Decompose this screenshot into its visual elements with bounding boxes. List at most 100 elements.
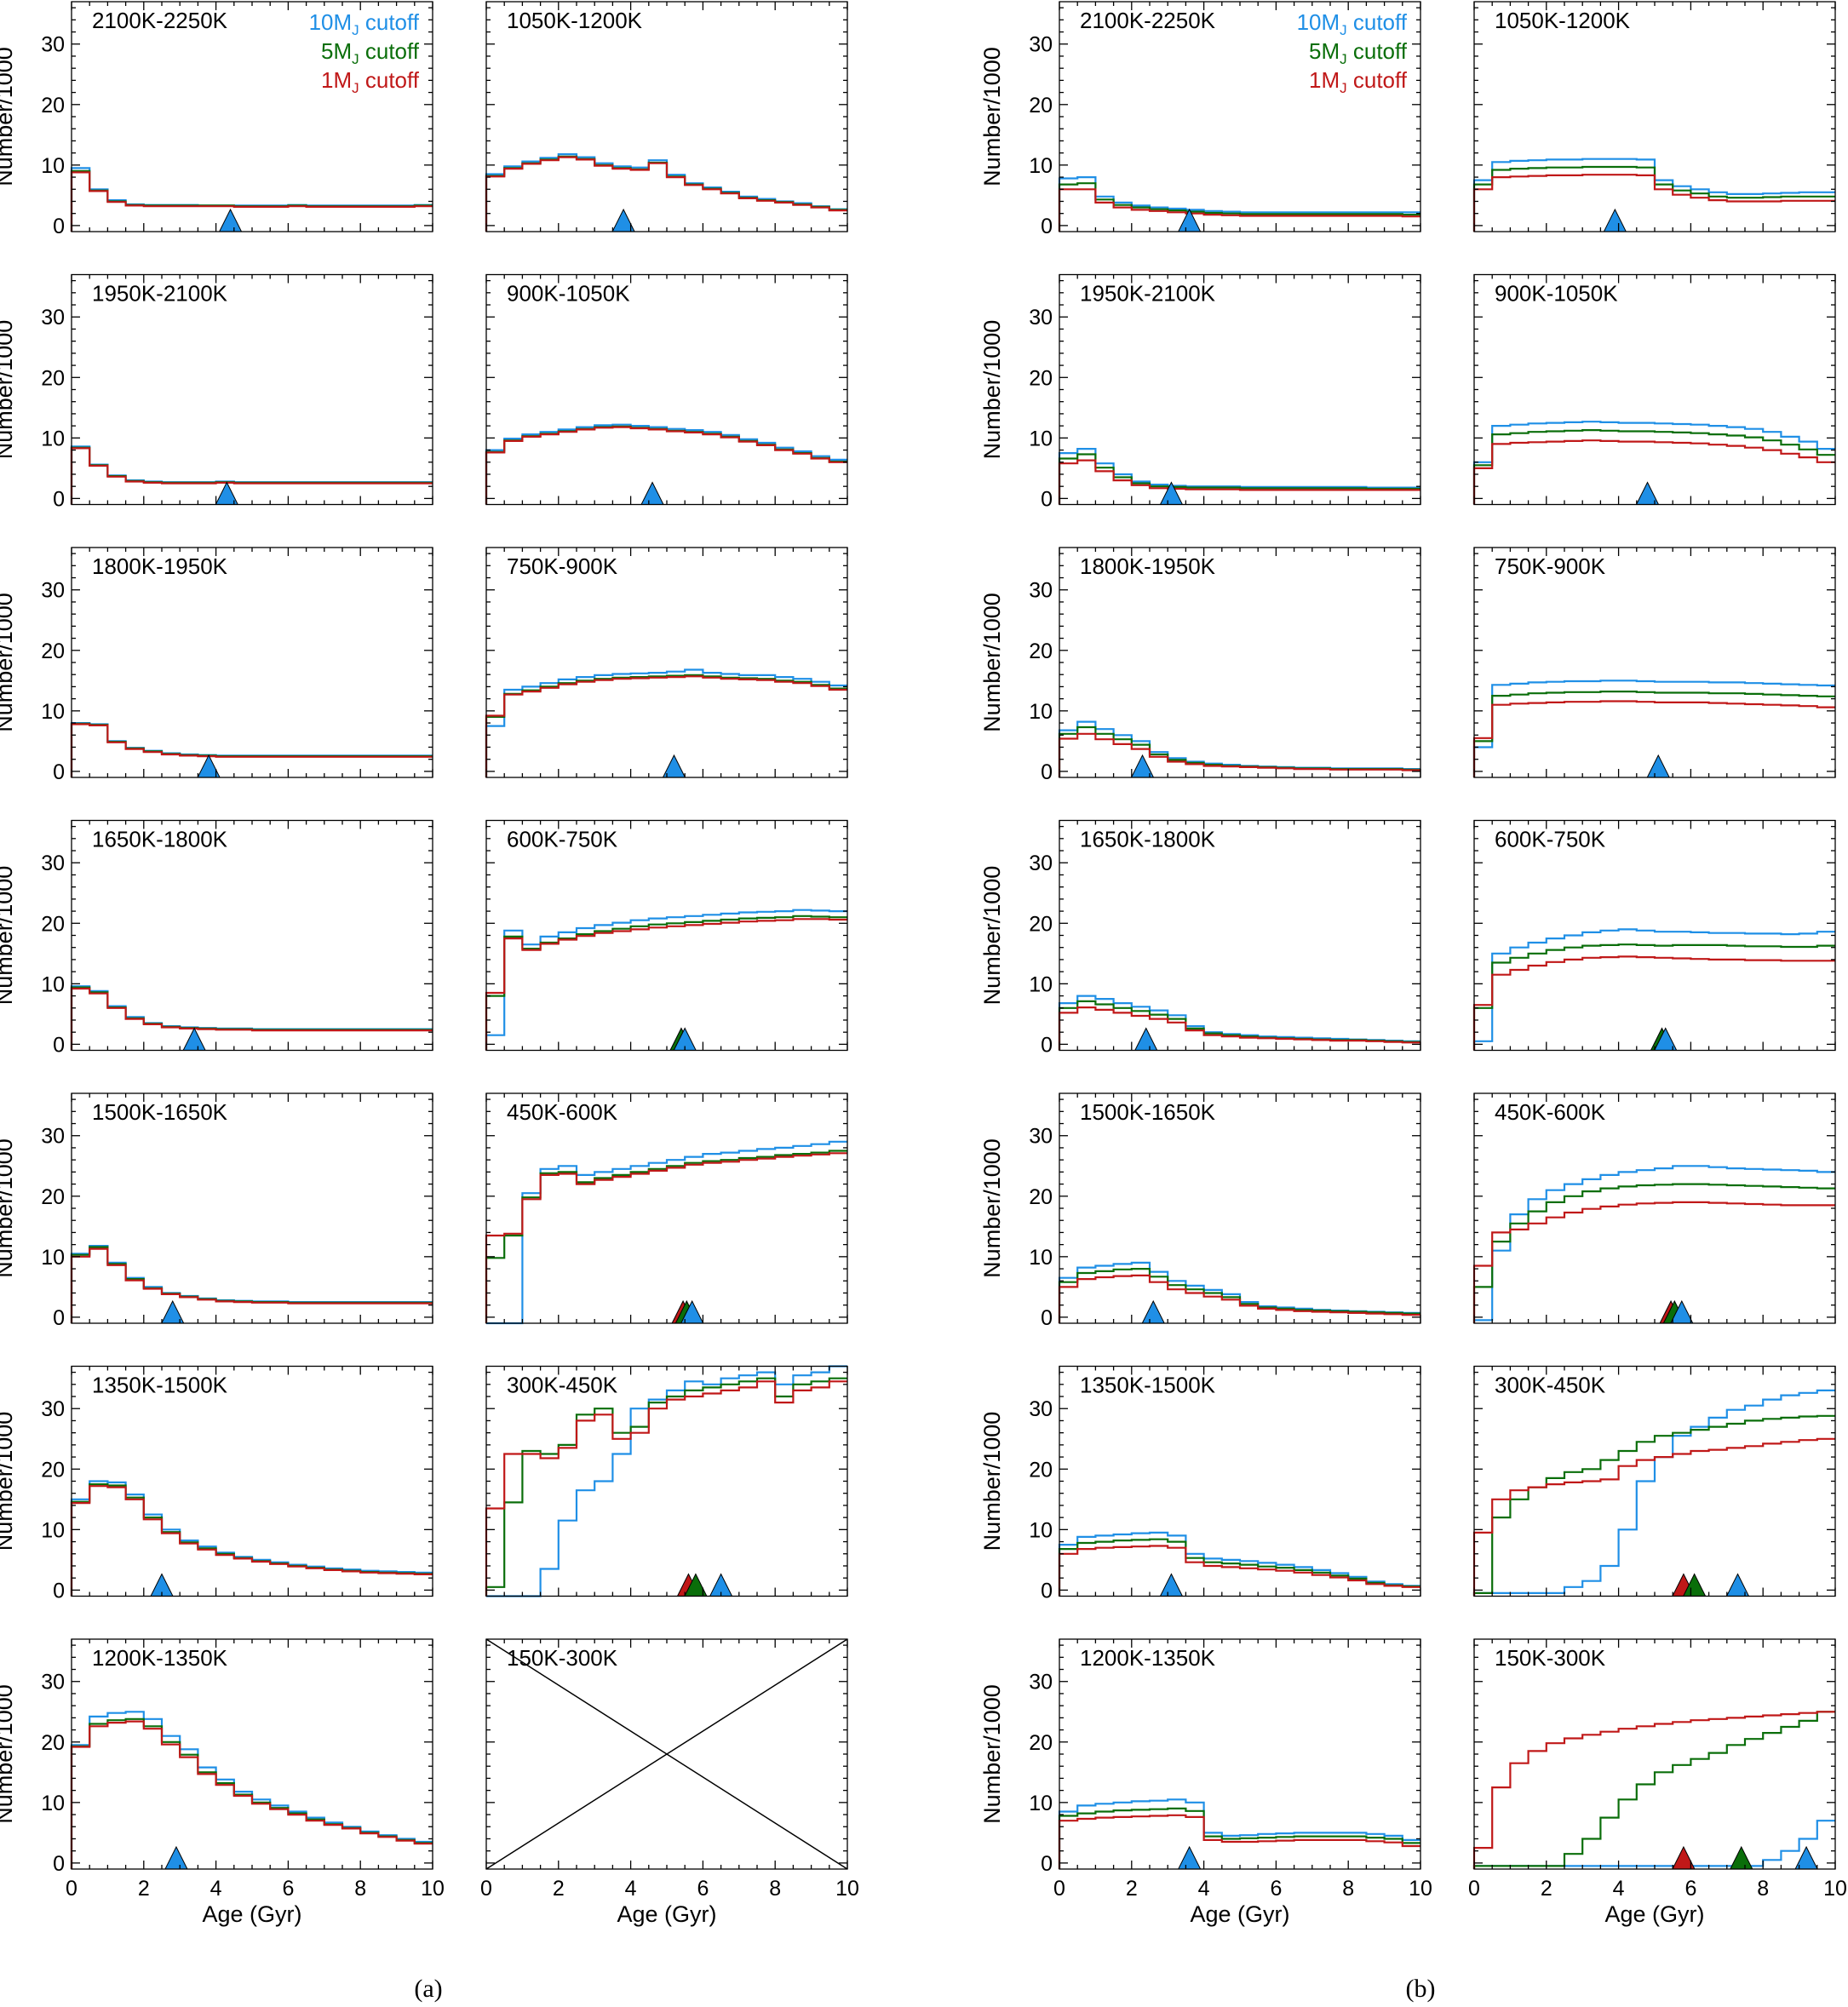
panel-a-5-1: 300K-450K xyxy=(485,1365,848,1597)
y-tick-label: 10 xyxy=(1029,1246,1053,1270)
age-marker xyxy=(218,208,243,232)
series-line-c1 xyxy=(1058,1814,1420,1869)
y-tick-label: 20 xyxy=(41,1731,65,1755)
series-line-c5 xyxy=(1058,1538,1420,1597)
x-tick-label: 10 xyxy=(835,1877,859,1901)
y-tick-label: 20 xyxy=(1029,1185,1053,1209)
series-line-c10 xyxy=(1472,680,1835,777)
series-line-c10 xyxy=(1058,1798,1420,1869)
panel-frame xyxy=(1059,819,1421,1052)
x-tick-label: 0 xyxy=(1468,1877,1480,1901)
panel-b-0-1: 1050K-1200K xyxy=(1472,1,1836,232)
x-axis-label: Age (Gyr) xyxy=(617,1901,716,1927)
series-line-c1 xyxy=(70,447,433,505)
y-tick-label: 0 xyxy=(53,1033,65,1057)
x-tick-label: 8 xyxy=(354,1877,366,1901)
legend-suffix: cutoff xyxy=(359,38,420,64)
y-tick-label: 20 xyxy=(1029,639,1053,663)
panel-frame xyxy=(1473,547,1836,778)
cross-line xyxy=(485,1638,848,1870)
x-tick-label: 4 xyxy=(210,1877,222,1901)
series-line-c1 xyxy=(1058,1274,1420,1323)
panel-title: 600K-750K xyxy=(1495,827,1606,852)
y-axis-label: Number/1000 xyxy=(0,593,17,732)
panel-title: 1800K-1950K xyxy=(1080,553,1216,579)
y-axis-label: Number/1000 xyxy=(979,47,1005,186)
panel-a-0-1: 1050K-1200K xyxy=(485,1,848,232)
legend-suffix: cutoff xyxy=(359,9,420,35)
panel-b-3-1: 600K-750K xyxy=(1472,819,1836,1052)
y-tick-label: 0 xyxy=(1041,1306,1053,1330)
series-line-c1 xyxy=(70,171,433,232)
legend-text: 1M xyxy=(1309,67,1340,93)
y-tick-label: 0 xyxy=(1041,215,1053,238)
series-line-c1 xyxy=(485,918,847,1051)
legend-subscript: J xyxy=(1340,22,1347,38)
panel-title: 1350K-1500K xyxy=(92,1373,228,1398)
y-tick-label: 0 xyxy=(53,1852,65,1876)
x-tick-label: 6 xyxy=(697,1877,709,1901)
series-line-c5 xyxy=(70,1717,433,1869)
age-marker xyxy=(1159,1573,1184,1597)
x-tick-label: 2 xyxy=(138,1877,150,1901)
x-axis-label: Age (Gyr) xyxy=(202,1901,301,1927)
series-line-c5 xyxy=(1472,691,1835,777)
panel-frame xyxy=(71,273,433,506)
panel-title: 1050K-1200K xyxy=(1495,8,1631,33)
y-axis-label: Number/1000 xyxy=(0,47,17,186)
y-tick-label: 20 xyxy=(1029,1731,1053,1755)
series-line-c5 xyxy=(70,722,433,777)
y-tick-label: 30 xyxy=(1029,1125,1053,1149)
series-line-c5 xyxy=(1058,1268,1420,1323)
y-tick-label: 20 xyxy=(41,94,65,118)
y-axis-label: Number/1000 xyxy=(979,1138,1005,1278)
figure-label-a: (a) xyxy=(414,1975,442,2003)
age-marker xyxy=(640,481,664,505)
y-tick-label: 20 xyxy=(41,912,65,936)
y-tick-label: 20 xyxy=(41,1185,65,1209)
x-axis-label: Age (Gyr) xyxy=(1604,1901,1704,1927)
x-tick-label: 0 xyxy=(66,1877,77,1901)
panel-a-1-0: 0 10 20 30 Number/1000 1950K-2100K xyxy=(0,273,433,511)
series-line-c5 xyxy=(1472,165,1835,232)
series-line-c1 xyxy=(70,987,433,1051)
legend-text: 10M xyxy=(1297,9,1340,35)
series-line-c5 xyxy=(70,1246,433,1323)
panel-title: 2100K-2250K xyxy=(92,8,228,33)
panel-a-4-1: 450K-600K xyxy=(485,1092,848,1325)
legend-entry: 1MJ cutoff xyxy=(321,67,420,96)
age-marker xyxy=(1133,1027,1158,1051)
series-line-c1 xyxy=(485,426,847,505)
series-line-c5 xyxy=(1472,429,1835,505)
legend-suffix: cutoff xyxy=(1347,67,1408,93)
series-line-c1 xyxy=(1058,732,1420,777)
legend-entry: 10MJ cutoff xyxy=(1297,9,1408,38)
panel-title: 750K-900K xyxy=(507,553,618,579)
series-line-c1 xyxy=(1058,459,1420,505)
y-tick-label: 0 xyxy=(1041,760,1053,784)
y-axis-label: Number/1000 xyxy=(979,593,1005,732)
panel-title: 1500K-1650K xyxy=(1080,1099,1216,1125)
panel-b-2-1: 750K-900K xyxy=(1472,547,1836,778)
y-axis-label: Number/1000 xyxy=(0,1684,17,1824)
panel-title: 450K-600K xyxy=(1495,1099,1606,1125)
panel-title: 600K-750K xyxy=(507,827,618,852)
x-tick-label: 4 xyxy=(1613,1877,1625,1901)
panel-b-6-1: 0 2 4 6 8 10 Age (Gyr) 150K-300K xyxy=(1468,1638,1847,1927)
series-line-c5 xyxy=(1472,1183,1835,1323)
legend-subscript: J xyxy=(1340,51,1347,67)
series-line-c1 xyxy=(70,1247,433,1323)
panel-frame xyxy=(485,273,848,506)
panel-a-6-0: 0 10 20 30 Number/1000 0 2 4 6 8 10 Age (Gyr) 1200K-… xyxy=(0,1638,445,1927)
series-line-c1 xyxy=(485,1380,847,1597)
panel-title: 1200K-1350K xyxy=(1080,1645,1216,1671)
y-tick-label: 10 xyxy=(41,154,65,178)
panel-title: 1350K-1500K xyxy=(1080,1373,1216,1398)
series-line-c10 xyxy=(70,1711,433,1869)
y-tick-label: 10 xyxy=(41,1246,65,1270)
series-line-c1 xyxy=(1472,1711,1835,1869)
y-tick-label: 30 xyxy=(1029,33,1053,57)
y-tick-label: 20 xyxy=(1029,94,1053,118)
y-tick-label: 20 xyxy=(1029,1458,1053,1482)
series-line-c1 xyxy=(1058,1545,1420,1597)
